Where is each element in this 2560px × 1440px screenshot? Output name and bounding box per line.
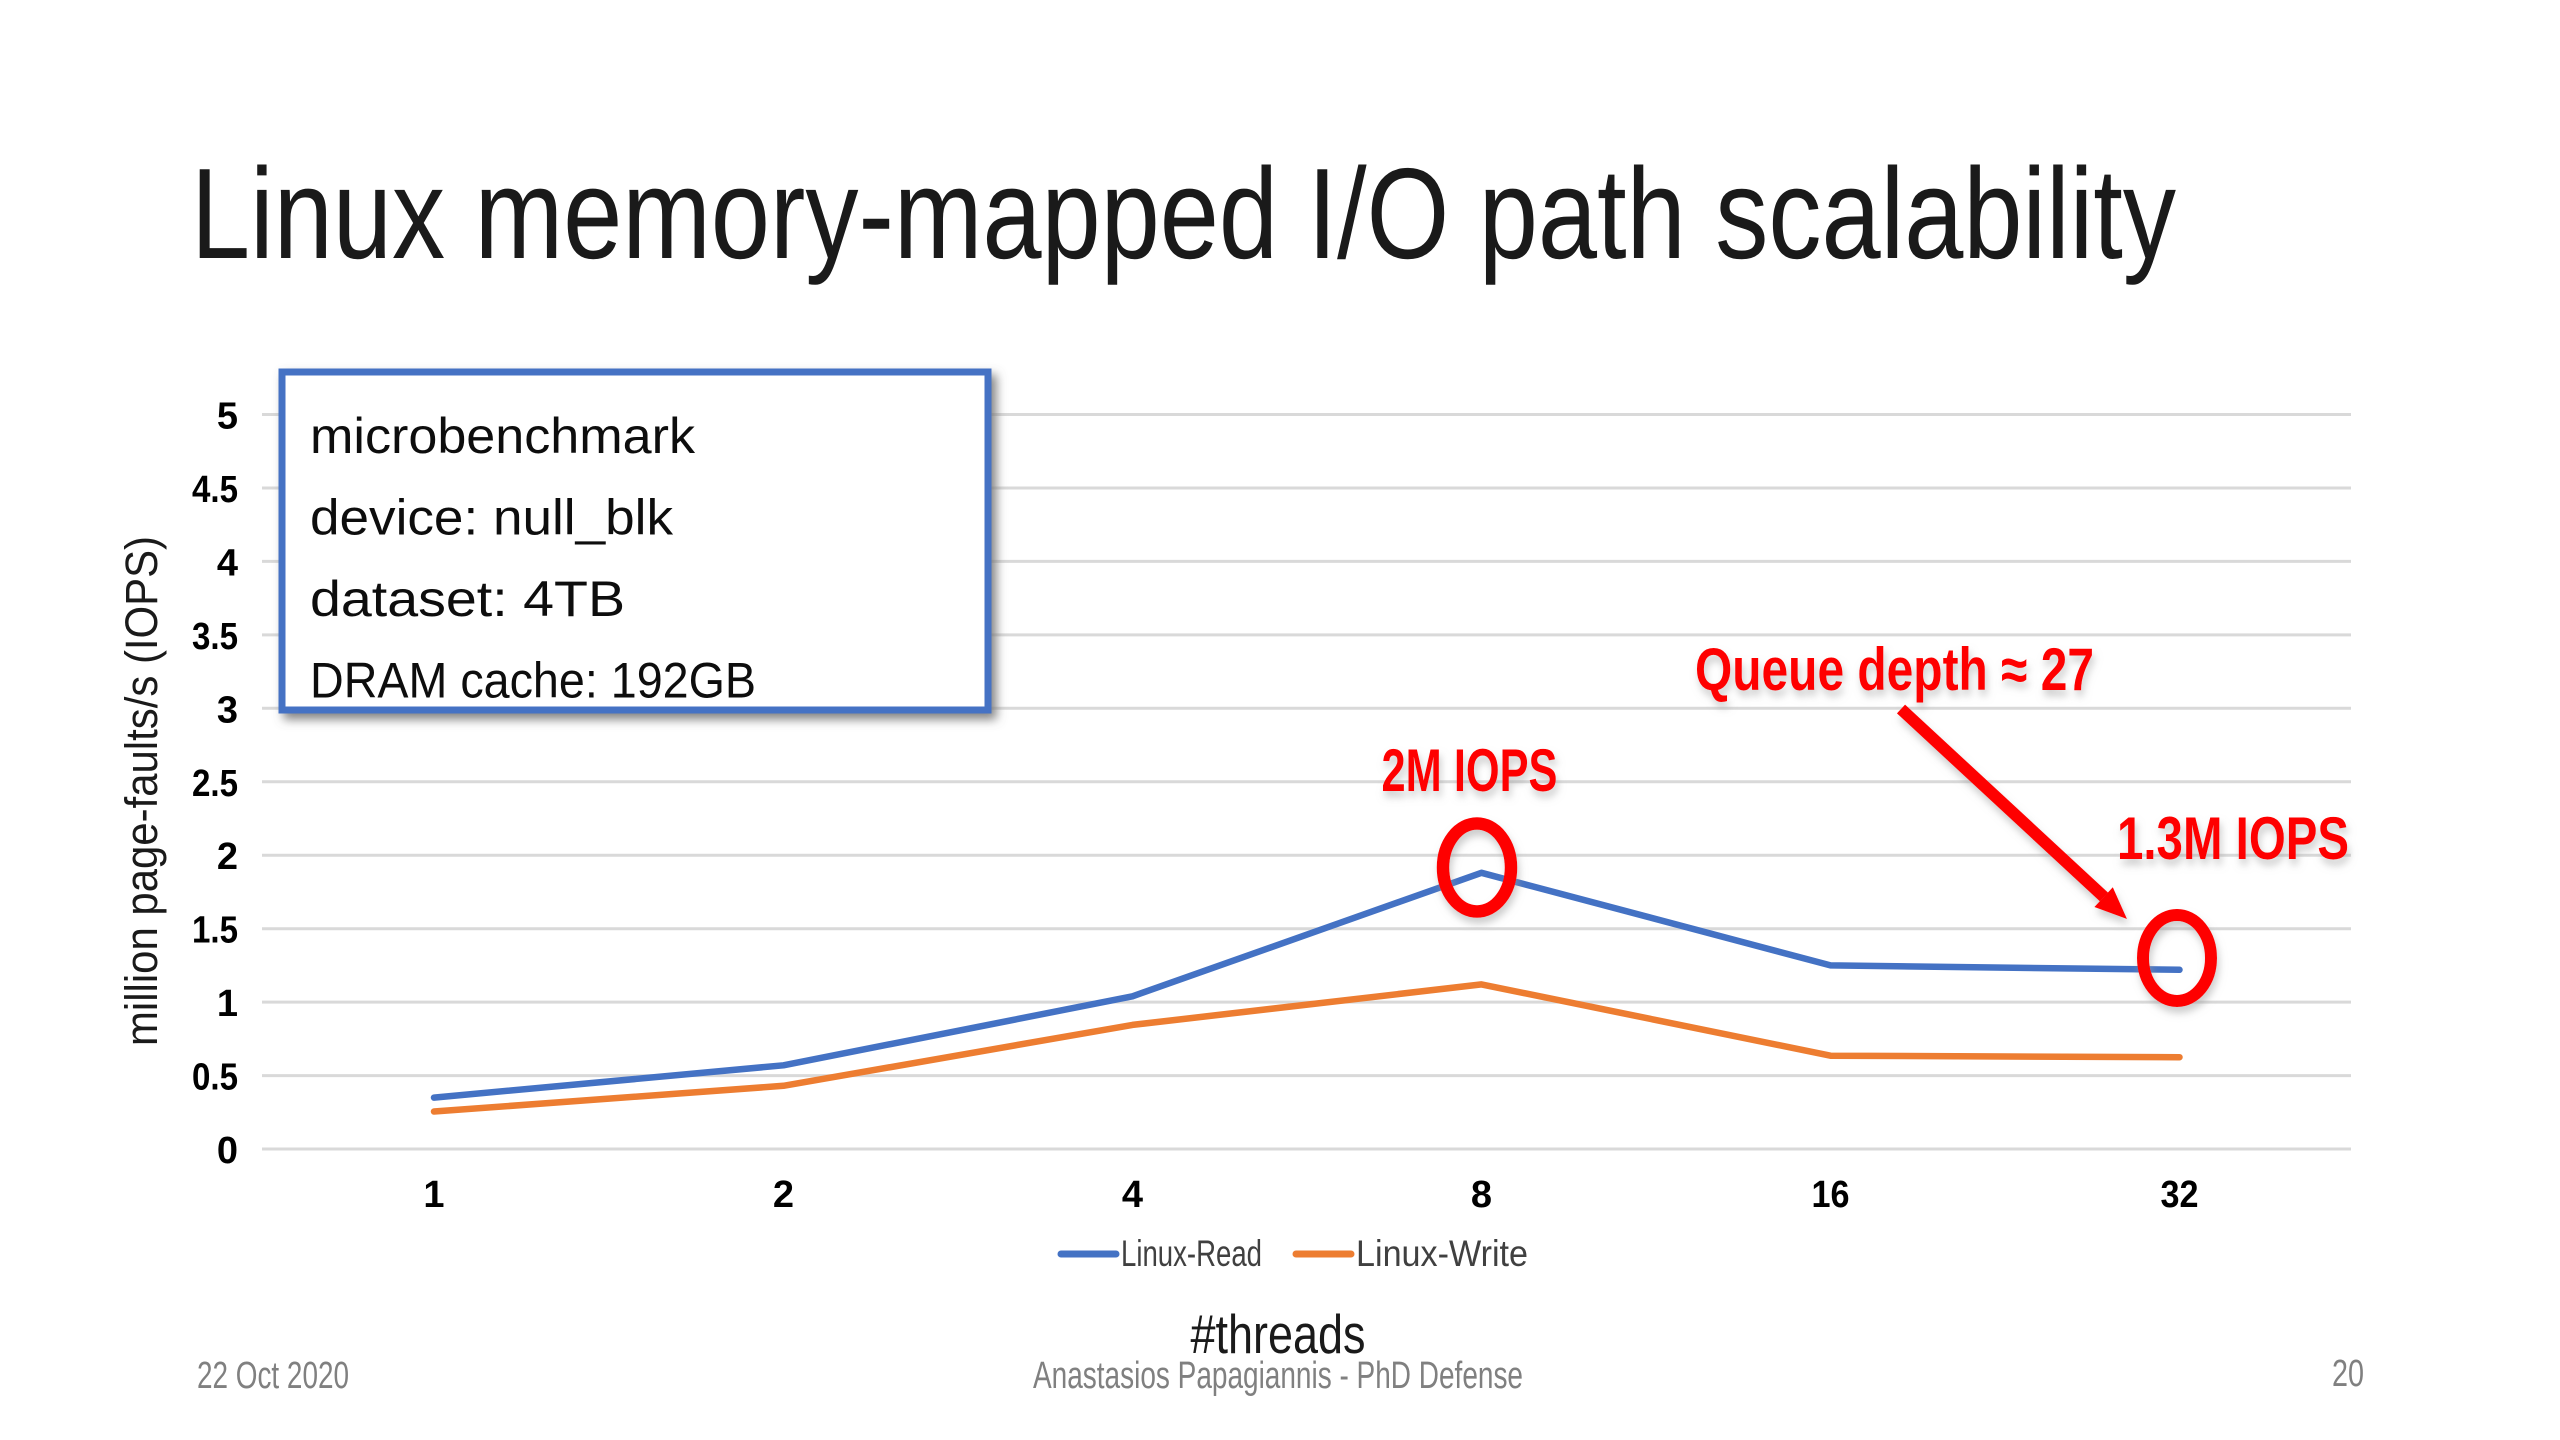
svg-text:microbenchmark: microbenchmark: [310, 408, 696, 464]
svg-text:4: 4: [217, 542, 238, 584]
svg-text:2: 2: [773, 1174, 794, 1216]
svg-text:1: 1: [217, 983, 238, 1025]
svg-text:0.5: 0.5: [192, 1057, 238, 1099]
svg-text:20: 20: [2332, 1353, 2364, 1395]
svg-text:32: 32: [2161, 1174, 2199, 1216]
svg-text:0: 0: [217, 1130, 238, 1172]
svg-text:5: 5: [217, 396, 238, 438]
svg-text:1.5: 1.5: [192, 910, 238, 952]
svg-text:2: 2: [217, 836, 238, 878]
svg-text:dataset: 4TB: dataset: 4TB: [310, 571, 625, 627]
svg-text:22 Oct 2020: 22 Oct 2020: [197, 1355, 349, 1397]
svg-text:DRAM cache: 192GB: DRAM cache: 192GB: [310, 653, 756, 709]
svg-text:3.5: 3.5: [192, 616, 238, 658]
svg-text:Linux-Write: Linux-Write: [1356, 1233, 1528, 1274]
svg-text:device: null_blk: device: null_blk: [310, 490, 674, 546]
svg-text:4: 4: [1122, 1174, 1143, 1216]
svg-text:#threads: #threads: [1191, 1303, 1366, 1365]
svg-text:4.5: 4.5: [192, 469, 238, 511]
svg-text:2M IOPS: 2M IOPS: [1382, 737, 1558, 804]
svg-text:million page-faults/s (IOPS): million page-faults/s (IOPS): [116, 536, 167, 1046]
svg-text:Linux-Read: Linux-Read: [1121, 1233, 1262, 1274]
svg-text:Linux memory-mapped I/O path s: Linux memory-mapped I/O path scalability: [191, 142, 2176, 286]
svg-text:1.3M IOPS: 1.3M IOPS: [2117, 805, 2349, 872]
svg-text:8: 8: [1471, 1174, 1492, 1216]
svg-text:Queue depth ≈ 27: Queue depth ≈ 27: [1695, 636, 2094, 703]
svg-text:3: 3: [217, 689, 238, 731]
svg-text:2.5: 2.5: [192, 763, 238, 805]
svg-text:16: 16: [1812, 1174, 1850, 1216]
svg-text:Anastasios Papagiannis - PhD D: Anastasios Papagiannis - PhD Defense: [1033, 1355, 1523, 1397]
svg-text:1: 1: [423, 1174, 444, 1216]
